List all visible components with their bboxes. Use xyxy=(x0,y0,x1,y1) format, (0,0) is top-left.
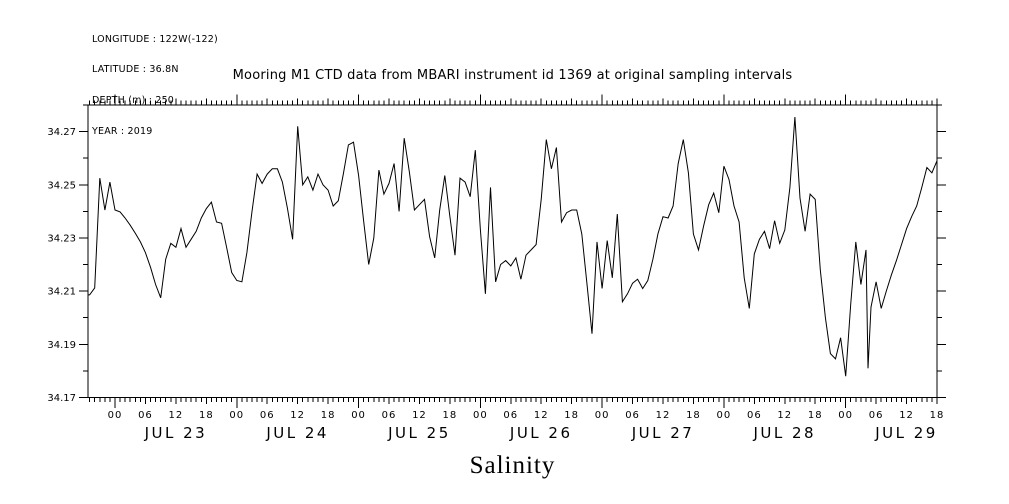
y-tick-label: 34.19 xyxy=(47,340,76,351)
day-tick-label: JUL 29 xyxy=(874,424,938,442)
day-tick-label: JUL 27 xyxy=(631,424,695,442)
hour-tick-label: 12 xyxy=(290,410,305,421)
hour-tick-label: 18 xyxy=(808,410,823,421)
hour-tick-label: 12 xyxy=(656,410,671,421)
series xyxy=(88,116,938,377)
day-tick-label: JUL 24 xyxy=(265,424,329,442)
hour-tick-label: 06 xyxy=(138,410,153,421)
x-axis-hour-labels: 00 06 12 18 00 06 12 18 00 06 12 18 00 06 12 18 00 06 12 18… xyxy=(108,410,945,421)
hour-tick-label: 00 xyxy=(229,410,244,421)
y-tick-label: 34.27 xyxy=(47,127,76,138)
hour-tick-label: 06 xyxy=(382,410,397,421)
hour-tick-label: 12 xyxy=(169,410,184,421)
hour-tick-label: 12 xyxy=(412,410,427,421)
hour-tick-label: 12 xyxy=(534,410,549,421)
hour-tick-label: 12 xyxy=(777,410,792,421)
metadata-year: YEAR : 2019 xyxy=(92,126,153,138)
hour-tick-label: 06 xyxy=(503,410,518,421)
metadata-header: LONGITUDE : 122W(-122) LATITUDE : 36.8N … xyxy=(92,14,218,158)
metadata-latitude: LATITUDE : 36.8N xyxy=(92,64,179,76)
hour-tick-label: 06 xyxy=(625,410,640,421)
metadata-longitude: LONGITUDE : 122W(-122) xyxy=(92,33,218,45)
plot-frame xyxy=(87,104,938,398)
day-tick-label: JUL 25 xyxy=(387,424,451,442)
hour-tick-label: 00 xyxy=(838,410,853,421)
day-tick-label: JUL 26 xyxy=(509,424,573,442)
plot-title: Mooring M1 CTD data from MBARI instrumen… xyxy=(232,68,793,83)
hour-tick-label: 00 xyxy=(473,410,488,421)
hour-tick-label: 12 xyxy=(899,410,914,421)
x-axis-title: Salinity xyxy=(469,452,556,479)
day-tick-label: JUL 28 xyxy=(752,424,816,442)
x-axis-ticks xyxy=(89,94,938,408)
hour-tick-label: 00 xyxy=(351,410,366,421)
y-tick-label: 34.23 xyxy=(47,233,76,244)
hour-tick-label: 00 xyxy=(108,410,123,421)
hour-tick-label: 18 xyxy=(930,410,945,421)
hour-tick-label: 18 xyxy=(686,410,701,421)
hour-tick-label: 18 xyxy=(321,410,336,421)
hour-tick-label: 18 xyxy=(199,410,214,421)
day-tick-label: JUL 23 xyxy=(144,424,208,442)
hour-tick-label: 06 xyxy=(747,410,762,421)
y-axis-labels: 34.17 34.19 34.21 34.23 34.25 34.27 xyxy=(47,127,76,404)
hour-tick-label: 00 xyxy=(595,410,610,421)
y-tick-label: 34.25 xyxy=(47,180,76,191)
hour-tick-label: 18 xyxy=(443,410,458,421)
y-axis-ticks xyxy=(79,104,946,398)
hour-tick-label: 06 xyxy=(869,410,884,421)
x-axis-day-labels: JUL 23 JUL 24 JUL 25 JUL 26 JUL 27 JUL 28 JUL … xyxy=(144,424,938,442)
hour-tick-label: 06 xyxy=(260,410,275,421)
hour-tick-label: 00 xyxy=(717,410,732,421)
y-tick-label: 34.21 xyxy=(47,287,76,298)
hour-tick-label: 18 xyxy=(564,410,579,421)
y-tick-label: 34.17 xyxy=(47,393,76,404)
salinity-series-line xyxy=(88,116,938,377)
